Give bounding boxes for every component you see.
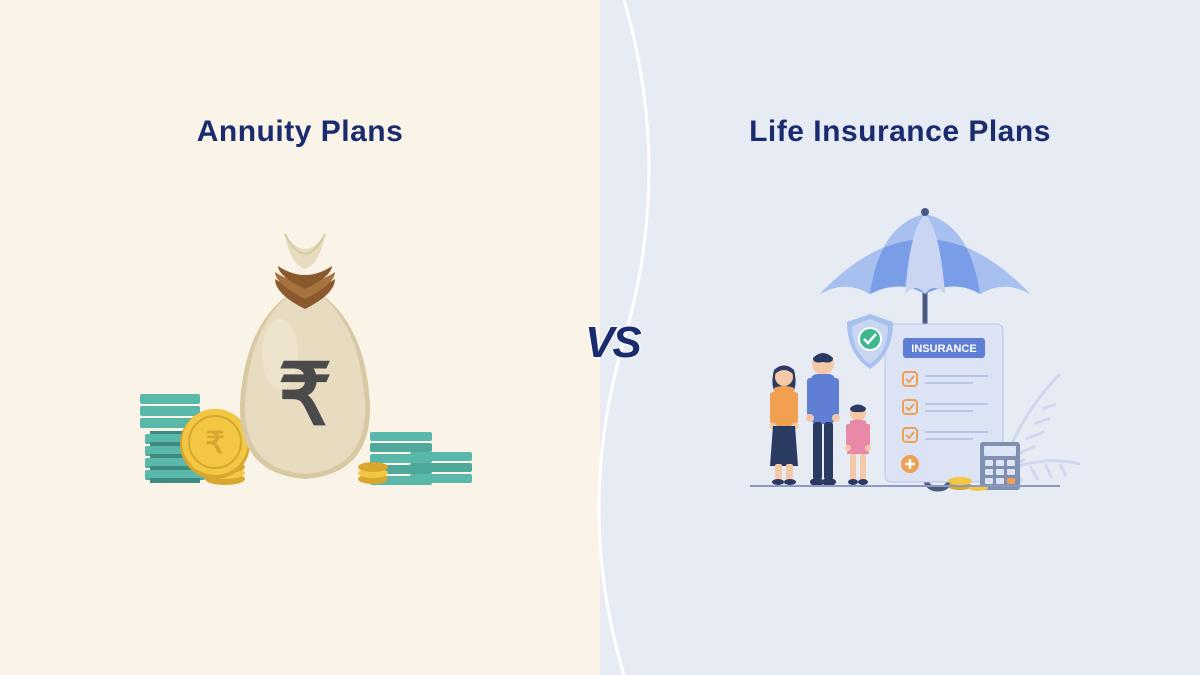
left-panel: Annuity Plans xyxy=(0,0,600,675)
right-title: Life Insurance Plans xyxy=(749,115,1051,149)
vs-text: VS xyxy=(585,318,640,367)
svg-text:₹: ₹ xyxy=(278,348,332,443)
svg-text:₹: ₹ xyxy=(205,427,224,460)
vs-badge: VS xyxy=(585,318,640,368)
insurance-family-illustration: INSURANCE xyxy=(690,204,1110,534)
money-bag-illustration: ₹ ₹ xyxy=(110,204,490,514)
insurance-label: INSURANCE xyxy=(911,343,976,355)
right-panel: Life Insurance Plans xyxy=(600,0,1200,675)
left-title: Annuity Plans xyxy=(197,115,404,149)
